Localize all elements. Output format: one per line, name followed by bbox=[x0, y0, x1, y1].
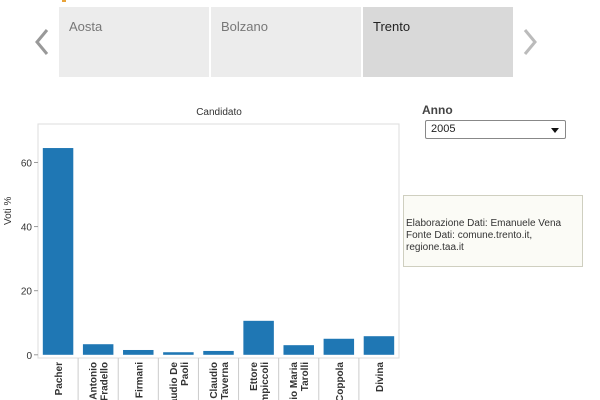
bar-3 bbox=[163, 352, 194, 355]
x-tick-label-6-line-0: Pio Maria bbox=[289, 362, 300, 400]
x-tick-label-3-line-1: Paoli bbox=[180, 362, 191, 386]
x-tick-label-7-line-0: Coppola bbox=[335, 362, 346, 400]
x-tick-label-2: Firmani bbox=[134, 362, 145, 398]
x-tick-label-6-line-1: Tarolli bbox=[300, 362, 311, 391]
info-line-3: regione.taa.it bbox=[406, 242, 464, 253]
y-tick-label-2: 40 bbox=[21, 223, 33, 234]
x-tick-label-0-line-0: Pacher bbox=[54, 362, 65, 395]
bar-0 bbox=[42, 148, 74, 355]
y-tick-label-0: 0 bbox=[26, 351, 32, 362]
bar-4 bbox=[203, 350, 234, 355]
x-tick-label-5-line-1: Zampiccoli bbox=[260, 362, 271, 400]
tab-bolzano[interactable]: Bolzano bbox=[211, 7, 361, 77]
chevron-right-icon bbox=[523, 29, 537, 55]
tab-trento[interactable]: Trento bbox=[363, 7, 513, 77]
accent-mark bbox=[62, 0, 66, 2]
x-tick-label-8-line-0: Divina bbox=[375, 362, 386, 392]
x-tick-label-1-line-0: Antonio bbox=[89, 362, 100, 400]
x-tick-label-2-line-0: Firmani bbox=[134, 362, 145, 398]
next-arrow[interactable] bbox=[515, 22, 545, 62]
x-tick-label-3-line-0: Claudio De bbox=[169, 362, 180, 400]
bar-5 bbox=[243, 320, 274, 355]
bar-6 bbox=[283, 345, 314, 355]
caret-down-icon bbox=[551, 128, 559, 133]
anno-label: Anno bbox=[422, 103, 453, 117]
city-tabs: Aosta Bolzano Trento bbox=[59, 7, 515, 77]
x-tick-label-4-line-0: Claudio bbox=[209, 362, 220, 399]
x-tick-label-5: Ettore Zampiccoli bbox=[249, 362, 271, 400]
x-tick-label-4-line-1: Taverna bbox=[220, 362, 231, 400]
x-tick-label-0: Pacher bbox=[54, 362, 65, 395]
chevron-left-icon bbox=[35, 29, 49, 55]
y-tick-label-3: 60 bbox=[21, 158, 33, 169]
x-tick-label-5-line-0: Ettore bbox=[249, 362, 260, 391]
bar-2 bbox=[123, 349, 154, 355]
x-tick-label-3: Claudio De Paoli bbox=[169, 362, 191, 400]
x-tick-label-1: Antonio Fradello bbox=[89, 362, 111, 400]
plot-frame bbox=[37, 123, 400, 359]
bar-1 bbox=[82, 344, 114, 355]
anno-select[interactable]: 2005 bbox=[425, 120, 566, 139]
x-tick-label-8: Divina bbox=[375, 362, 386, 392]
info-box: Elaborazione Dati: Emanuele Vena Fonte D… bbox=[403, 195, 583, 267]
x-tick-label-6: Pio Maria Tarolli bbox=[289, 362, 311, 400]
prev-arrow[interactable] bbox=[28, 22, 58, 62]
info-line-2: Fonte Dati: comune.trento.it, bbox=[406, 230, 533, 241]
chart-title: Candidato bbox=[196, 107, 242, 118]
tab-aosta[interactable]: Aosta bbox=[59, 7, 209, 77]
info-line-1: Elaborazione Dati: Emanuele Vena bbox=[406, 218, 562, 229]
x-tick-label-7: Coppola bbox=[335, 362, 346, 400]
x-tick-label-4: Claudio Taverna bbox=[209, 362, 231, 400]
x-tick-label-1-line-1: Fradello bbox=[100, 362, 111, 400]
bar-8 bbox=[363, 336, 395, 355]
bar-7 bbox=[323, 338, 355, 355]
anno-selected-value: 2005 bbox=[431, 123, 456, 135]
y-tick-label-1: 20 bbox=[21, 287, 33, 298]
